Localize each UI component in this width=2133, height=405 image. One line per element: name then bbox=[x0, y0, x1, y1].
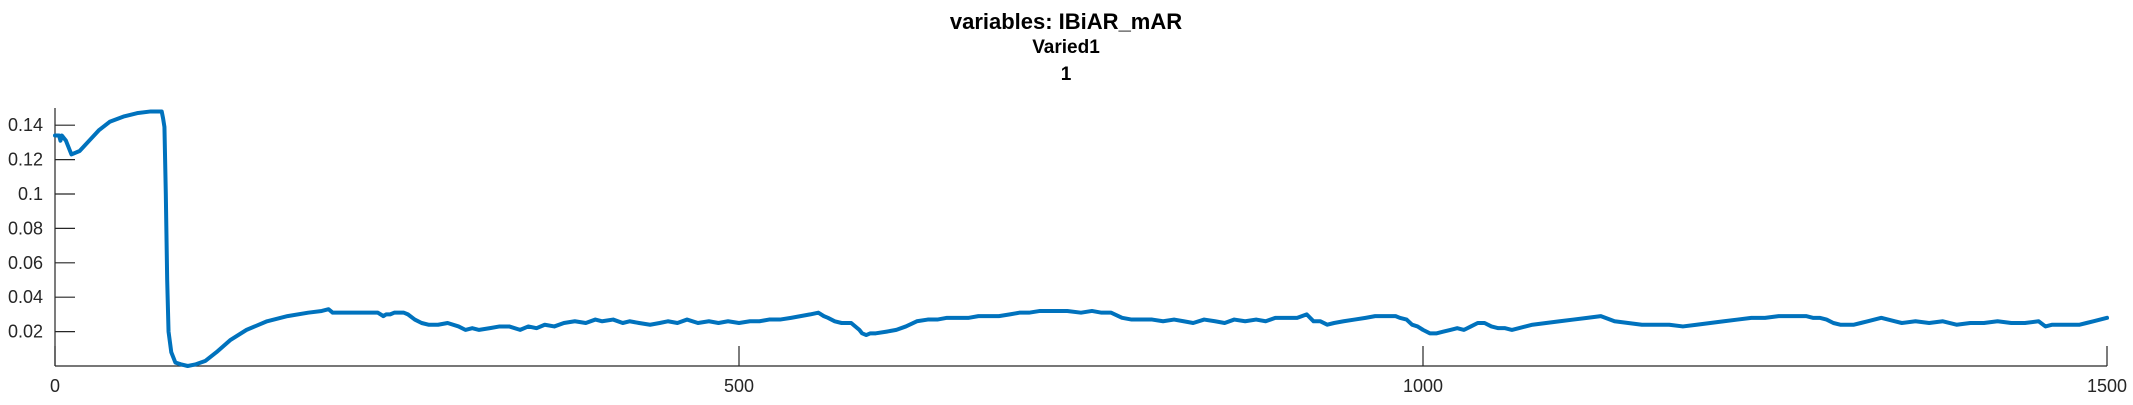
x-tick-label: 1500 bbox=[2087, 376, 2127, 396]
x-tick-label: 500 bbox=[724, 376, 754, 396]
y-tick-label: 0.08 bbox=[8, 218, 43, 238]
x-axis-ticks: 0 500 1000 1500 bbox=[50, 346, 2127, 396]
y-tick-label: 0.14 bbox=[8, 115, 43, 135]
series-line-1 bbox=[53, 109, 2109, 368]
y-axis-ticks: 0.02 0.04 0.06 0.08 0.1 0.12 0.14 bbox=[8, 115, 75, 342]
x-tick-label: 0 bbox=[50, 376, 60, 396]
chart-subtitle-line-2: 1 bbox=[1061, 64, 1072, 85]
y-tick-label: 0.06 bbox=[8, 253, 43, 273]
y-tick-label: 0.1 bbox=[18, 184, 43, 204]
series-group bbox=[53, 109, 2109, 368]
chart-title: variables: IBiAR_mAR bbox=[950, 9, 1182, 34]
y-tick-label: 0.02 bbox=[8, 322, 43, 342]
y-tick-label: 0.04 bbox=[8, 287, 43, 307]
axes bbox=[54, 108, 2107, 367]
x-tick-label: 1000 bbox=[1403, 376, 1443, 396]
y-tick-label: 0.12 bbox=[8, 150, 43, 170]
chart-subtitle-line-1: Varied1 bbox=[1032, 37, 1100, 58]
